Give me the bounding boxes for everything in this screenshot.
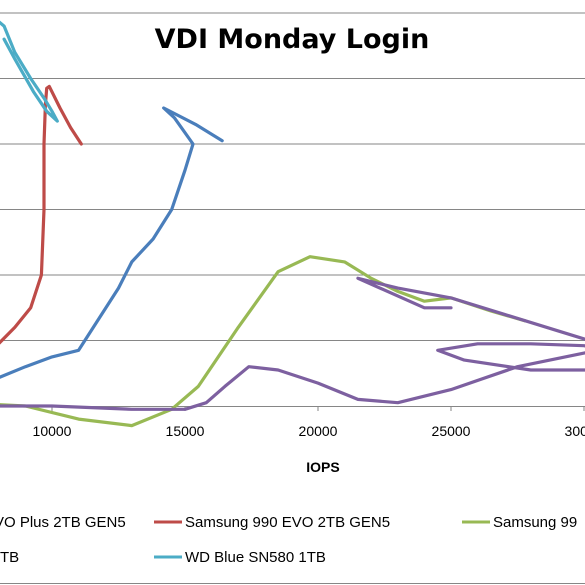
x-tick-label-15000: 15000 <box>166 423 205 439</box>
gridlines <box>0 12 585 341</box>
legend-label-r2-1: WD Blue SN580 1TB <box>185 549 326 566</box>
series-line-1 <box>0 84 83 345</box>
legend: EVO Plus 2TB GEN5 Samsung 990 EVO 2TB GEN… <box>0 514 585 584</box>
series-line-4 <box>0 106 224 379</box>
x-tick-label-10000: 10000 <box>33 423 72 439</box>
legend-label-r1-2: Samsung 99 <box>493 514 577 531</box>
legend-label-r1-0: EVO Plus 2TB GEN5 <box>0 514 126 531</box>
series-line-5 <box>0 20 59 123</box>
x-tick-label-30000: 30000 <box>565 423 585 439</box>
x-tick-label-25000: 25000 <box>432 423 471 439</box>
x-axis-title: IOPS <box>306 459 339 475</box>
series-line-2 <box>0 255 528 428</box>
series-line-3 <box>0 276 585 411</box>
chart-title: VDI Monday Login <box>155 24 430 55</box>
series-group <box>0 20 585 428</box>
legend-label-r2-0: TB <box>0 549 19 566</box>
x-axis-ticks: 10000 15000 20000 25000 30000 <box>33 406 585 439</box>
x-tick-label-20000: 20000 <box>299 423 338 439</box>
legend-label-r1-1: Samsung 990 EVO 2TB GEN5 <box>185 514 390 531</box>
